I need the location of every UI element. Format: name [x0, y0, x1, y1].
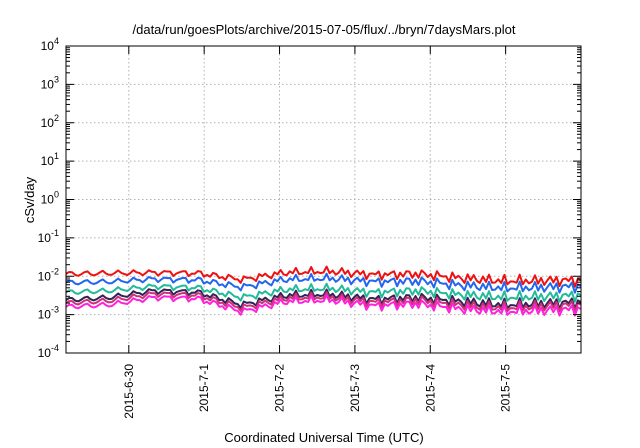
x-tick-label: 2015-7-1 — [197, 364, 211, 412]
y-axis-label: cSv/day — [22, 176, 37, 223]
grid-lines — [66, 46, 581, 353]
series-line-4 — [65, 288, 582, 310]
x-tick-label: 2015-7-2 — [273, 364, 287, 412]
y-tick-label: 104 — [41, 36, 59, 53]
series-line-1 — [65, 265, 582, 288]
series-line-5 — [65, 291, 582, 313]
y-tick-label: 10-2 — [38, 266, 59, 283]
y-tick-label: 103 — [41, 74, 59, 91]
x-axis-label: Coordinated Universal Time (UTC) — [224, 430, 423, 445]
x-tick-label: 2015-6-30 — [122, 364, 136, 419]
chart-title: /data/run/goesPlots/archive/2015-07-05/f… — [133, 22, 516, 37]
x-tick-label: 2015-7-5 — [499, 364, 513, 412]
y-axis: 10-4 10-3 10-2 10-1 100 101 102 103 104 — [38, 36, 581, 360]
series-group — [65, 265, 582, 317]
y-tick-label: 10-3 — [38, 305, 59, 322]
series-line-6 — [65, 294, 582, 317]
series-line-2 — [65, 272, 582, 294]
series-line-3 — [65, 282, 582, 303]
x-tick-label: 2015-7-4 — [423, 364, 437, 412]
y-tick-label: 10-4 — [38, 343, 59, 360]
y-tick-label: 102 — [41, 113, 59, 130]
y-tick-label: 100 — [41, 190, 59, 207]
x-tick-label: 2015-7-3 — [348, 364, 362, 412]
y-tick-label: 101 — [41, 151, 59, 168]
x-axis: 2015-6-30 2015-7-1 2015-7-2 2015-7-3 2015-7-… — [122, 46, 513, 419]
y-tick-label: 10-1 — [38, 228, 59, 245]
